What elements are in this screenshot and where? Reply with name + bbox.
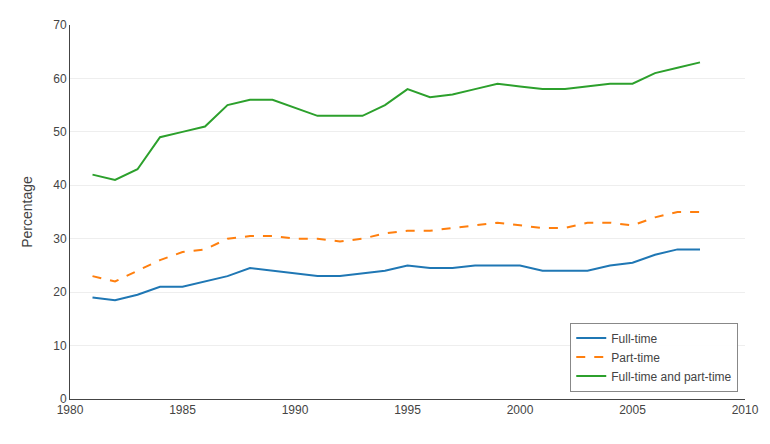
svg-text:20: 20 xyxy=(53,285,67,299)
svg-text:Percentage: Percentage xyxy=(19,176,35,248)
svg-text:Full-time and part-time: Full-time and part-time xyxy=(611,370,731,384)
svg-text:2005: 2005 xyxy=(619,403,646,417)
svg-text:1980: 1980 xyxy=(57,403,84,417)
svg-text:1990: 1990 xyxy=(282,403,309,417)
svg-text:2000: 2000 xyxy=(507,403,534,417)
svg-text:10: 10 xyxy=(53,339,67,353)
svg-text:Part-time: Part-time xyxy=(611,351,660,365)
svg-text:30: 30 xyxy=(53,232,67,246)
svg-text:1995: 1995 xyxy=(394,403,421,417)
svg-text:60: 60 xyxy=(53,72,67,86)
svg-text:50: 50 xyxy=(53,125,67,139)
svg-text:Full-time: Full-time xyxy=(611,332,657,346)
svg-text:40: 40 xyxy=(53,178,67,192)
svg-text:2010: 2010 xyxy=(732,403,759,417)
svg-text:0: 0 xyxy=(60,392,67,406)
svg-text:1985: 1985 xyxy=(169,403,196,417)
svg-text:70: 70 xyxy=(53,18,67,32)
